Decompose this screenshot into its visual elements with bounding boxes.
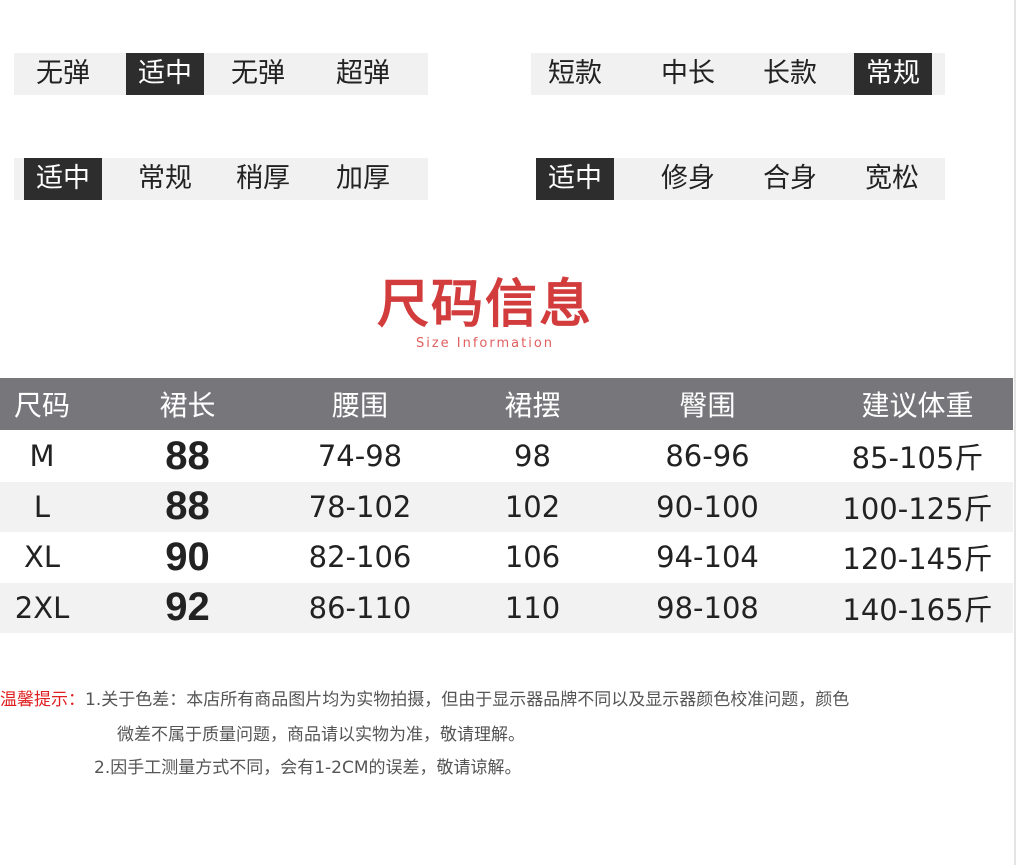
table-cell: 94-104 xyxy=(656,540,759,574)
length-bar: 短款 中长 长款 常规 xyxy=(531,53,945,95)
option-thickness-2: 稍厚 xyxy=(236,163,290,194)
table-cell: 2XL xyxy=(14,590,70,625)
fit-bar: 适中 修身 合身 宽松 xyxy=(536,158,945,200)
option-length-0: 短款 xyxy=(548,58,602,89)
section-subtitle: Size Information xyxy=(415,336,555,351)
table-cell: 86-96 xyxy=(665,439,750,473)
right-border xyxy=(1014,0,1016,865)
option-thickness-0: 适中 xyxy=(24,158,102,200)
header-waist: 腰围 xyxy=(331,389,388,422)
option-fit-0: 适中 xyxy=(536,158,614,200)
option-elasticity-0: 无弹 xyxy=(36,58,90,89)
table-cell: 98 xyxy=(514,439,551,473)
table-cell: XL xyxy=(23,540,61,574)
table-header: 尺码 裙长 腰围 裙摆 臀围 建议体重 xyxy=(0,378,1013,430)
option-length-2: 长款 xyxy=(763,58,817,89)
table-cell: 120-145斤 xyxy=(842,542,993,576)
elasticity-bar: 无弹 适中 无弹 超弹 xyxy=(14,53,428,95)
table-row: M 88 74-98 98 86-96 85-105斤 xyxy=(0,431,1013,481)
option-fit-2: 合身 xyxy=(763,163,817,194)
option-elasticity-3: 超弹 xyxy=(336,58,390,89)
option-fit-1: 修身 xyxy=(661,163,715,194)
table-row: 2XL 92 86-110 110 98-108 140-165斤 xyxy=(0,582,1013,633)
option-elasticity-1: 适中 xyxy=(126,53,204,95)
header-size: 尺码 xyxy=(13,389,70,422)
header-hip: 臀围 xyxy=(679,389,736,422)
table-cell: 78-102 xyxy=(308,489,412,524)
note-line-1: 温馨提示：1.关于色差：本店所有商品图片均为实物拍摄，但由于显示器品牌不同以及显… xyxy=(0,685,849,710)
option-thickness-1: 常规 xyxy=(138,163,192,194)
table-cell: 102 xyxy=(504,489,561,524)
table-cell: 92 xyxy=(165,585,210,629)
header-length: 裙长 xyxy=(159,389,216,422)
table-cell: 106 xyxy=(504,540,561,574)
table-cell: 90-100 xyxy=(656,489,759,524)
table-row: L 88 78-102 102 90-100 100-125斤 xyxy=(0,481,1013,532)
option-fit-3: 宽松 xyxy=(865,163,919,194)
option-thickness-3: 加厚 xyxy=(336,163,390,194)
thickness-bar: 适中 常规 稍厚 加厚 xyxy=(14,158,428,200)
section-title: 尺码信息 xyxy=(376,275,593,335)
header-hem: 裙摆 xyxy=(504,389,561,422)
table-cell: 88 xyxy=(165,433,210,478)
table-cell: L xyxy=(33,489,51,524)
table-cell: 74-98 xyxy=(317,439,403,473)
table-cell: 86-110 xyxy=(308,590,412,625)
table-cell: 88 xyxy=(165,484,210,528)
option-length-1: 中长 xyxy=(661,58,715,89)
table-cell: 110 xyxy=(504,590,561,625)
table-cell: 90 xyxy=(165,534,210,579)
option-elasticity-2: 无弹 xyxy=(231,58,285,89)
table-cell: 140-165斤 xyxy=(842,592,993,627)
table-row: XL 90 82-106 106 94-104 120-145斤 xyxy=(0,532,1013,582)
note-text-1: 1.关于色差：本店所有商品图片均为实物拍摄，但由于显示器品牌不同以及显示器颜色校… xyxy=(85,690,850,710)
table-cell: 85-105斤 xyxy=(851,441,984,475)
option-length-3: 常规 xyxy=(854,53,932,95)
note-line-1b: 微差不属于质量问题，商品请以实物为准，敬请理解。 xyxy=(117,725,525,745)
table-cell: 98-108 xyxy=(656,590,759,625)
note-line-2: 2.因手工测量方式不同，会有1-2CM的误差，敬请谅解。 xyxy=(94,758,522,778)
table-cell: 82-106 xyxy=(308,540,412,574)
table-cell: M xyxy=(29,439,55,473)
header-weight: 建议体重 xyxy=(861,389,974,422)
note-label: 温馨提示： xyxy=(0,690,85,710)
table-cell: 100-125斤 xyxy=(842,491,993,526)
